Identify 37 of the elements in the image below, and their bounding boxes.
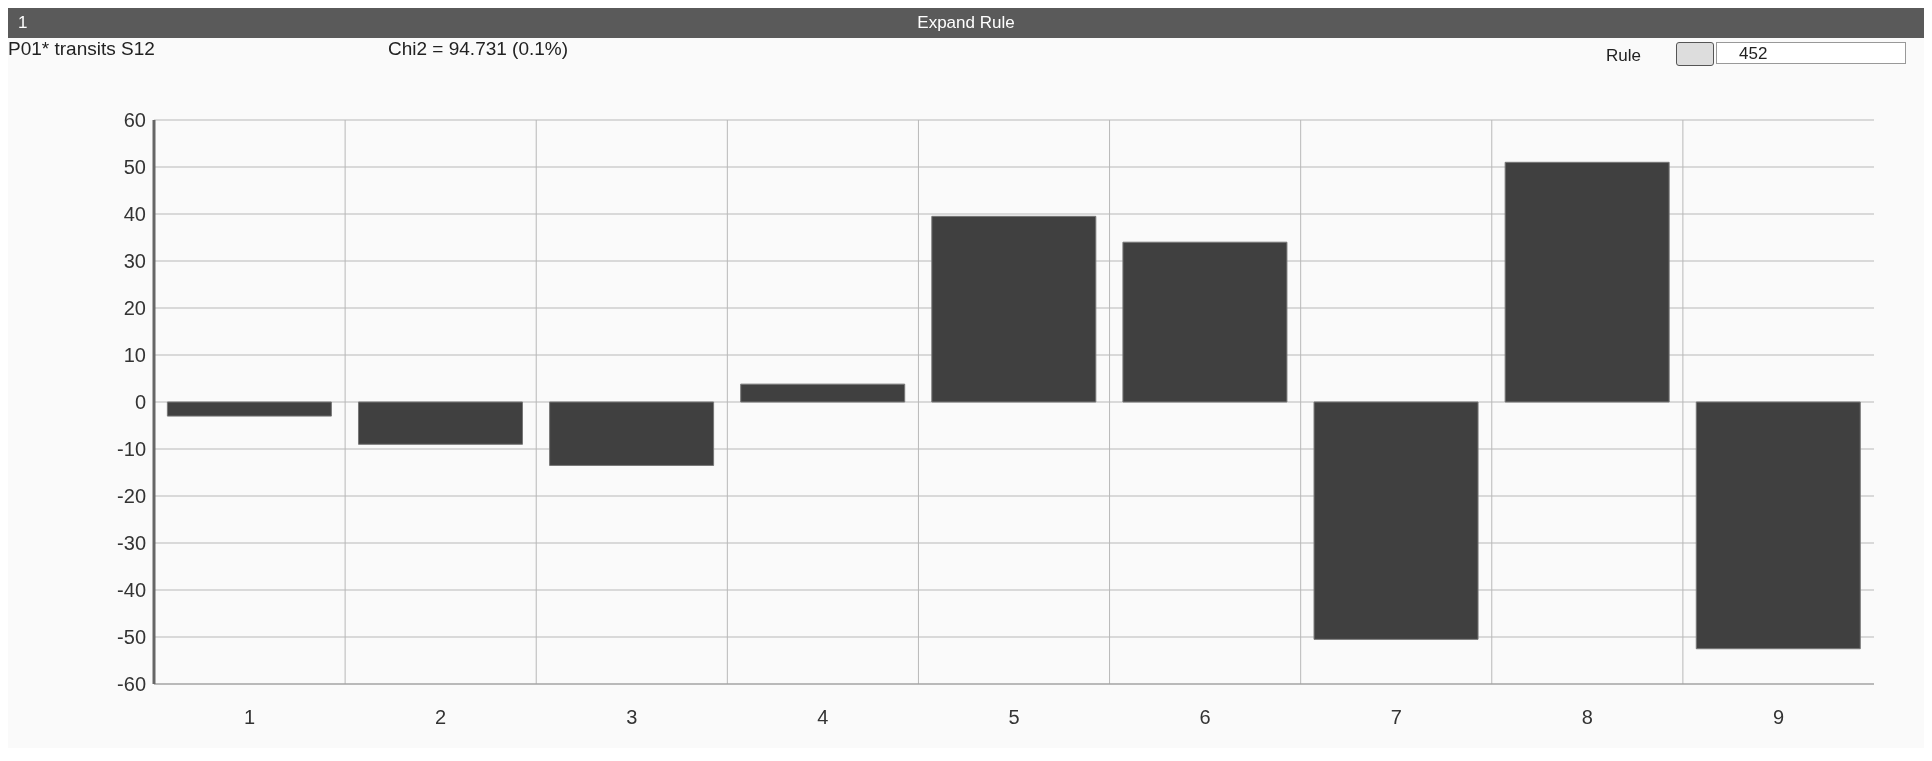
bar [1122, 241, 1288, 403]
y-tick-label: 10 [123, 344, 146, 367]
x-tick-label: 5 [1008, 706, 1020, 729]
y-tick-label: 0 [134, 391, 146, 414]
x-tick-label: 7 [1390, 706, 1402, 729]
y-tick-label: -50 [117, 626, 146, 649]
y-tick-label: -20 [117, 485, 146, 508]
text: Rule [1606, 46, 1641, 66]
x-tick-label: 3 [626, 706, 638, 729]
bar [1313, 401, 1479, 640]
y-tick-label: 30 [123, 250, 146, 273]
bar [1504, 161, 1670, 403]
y-tick-label: 20 [123, 297, 146, 320]
text: 1 [18, 13, 28, 33]
y-tick-label: 50 [123, 156, 146, 179]
y-tick-label: -30 [117, 532, 146, 555]
x-tick-label: 2 [435, 706, 447, 729]
x-tick-label: 1 [243, 706, 256, 729]
y-tick-label: -40 [117, 579, 146, 602]
text: Chi2 = 94.731 (0.1%) [388, 38, 569, 60]
x-tick-label: 4 [817, 706, 829, 729]
y-tick-label: -60 [117, 673, 146, 696]
bar [357, 401, 523, 445]
bar [931, 215, 1097, 403]
chart-title: Expand Rule [917, 13, 1015, 32]
y-tick-label: 40 [123, 203, 146, 226]
bar [166, 401, 332, 417]
x-tick-label: 6 [1199, 706, 1211, 729]
text: P01* transits S12 [8, 38, 155, 60]
text: 452 [1716, 42, 1906, 64]
y-tick-label: -10 [117, 438, 146, 461]
bar [740, 383, 906, 403]
x-tick-label: 8 [1581, 706, 1593, 729]
bar [549, 401, 715, 466]
bar [1695, 401, 1861, 650]
y-tick-label: 60 [123, 109, 146, 132]
x-tick-label: 9 [1772, 706, 1785, 729]
